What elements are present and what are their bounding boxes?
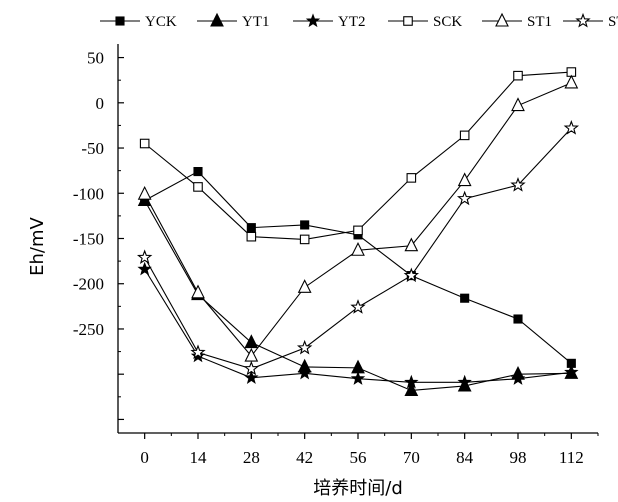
point-sck xyxy=(193,182,203,192)
legend-item-sck: SCK xyxy=(388,14,462,30)
legend-label-sck: SCK xyxy=(433,14,462,30)
legend-marker-sck xyxy=(403,16,413,26)
point-st2 xyxy=(563,120,580,135)
x-tick-label: 42 xyxy=(296,448,313,467)
point-st2 xyxy=(136,249,153,265)
point-st1 xyxy=(351,242,365,256)
point-yt2 xyxy=(137,261,152,276)
legend-label-yck: YCK xyxy=(145,14,177,30)
series-yt2 xyxy=(137,261,579,389)
point-sck xyxy=(513,70,523,81)
point-st2 xyxy=(190,344,206,360)
point-sck xyxy=(139,138,150,149)
point-yt2 xyxy=(404,374,419,389)
legend-marker-yt2 xyxy=(305,13,321,28)
legend-label-st2: ST2 xyxy=(608,14,618,30)
x-tick-label: 0 xyxy=(140,448,149,467)
legend-marker-st1 xyxy=(495,12,509,27)
point-yt2 xyxy=(510,371,526,385)
x-tick-label: 28 xyxy=(243,448,260,467)
point-yt1 xyxy=(244,334,259,349)
point-st1 xyxy=(191,284,205,299)
point-sck xyxy=(246,231,257,242)
series-st2 xyxy=(136,120,580,376)
series-st1 xyxy=(137,74,579,362)
y-tick-label: -200 xyxy=(73,275,104,294)
point-yt1 xyxy=(351,359,365,374)
point-yck xyxy=(513,314,523,324)
legend-marker-yck xyxy=(115,16,125,26)
axes: 50 0 -50 -100 -150 -200 -250 0 14 28 42 56 70 84 98 112 xyxy=(73,44,599,467)
point-yt2 xyxy=(244,370,259,384)
legend-item-st1: ST1 xyxy=(482,12,552,30)
series-sck xyxy=(139,67,577,245)
x-tick-label: 84 xyxy=(456,448,474,467)
legend-marker-st2 xyxy=(575,12,591,28)
series-line-yck xyxy=(144,170,572,364)
point-yt1 xyxy=(404,382,419,397)
point-st2 xyxy=(510,177,526,192)
legend-item-yck: YCK xyxy=(100,14,177,30)
point-st1 xyxy=(404,237,419,252)
point-st2 xyxy=(296,339,313,355)
point-st1 xyxy=(137,185,152,200)
point-st1 xyxy=(297,279,312,293)
x-tick-label: 14 xyxy=(190,448,208,467)
point-st1 xyxy=(457,172,472,187)
legend-label-st1: ST1 xyxy=(527,14,552,30)
point-yck xyxy=(300,220,310,230)
y-tick-label: -50 xyxy=(81,139,104,158)
x-tick-label: 56 xyxy=(350,448,367,467)
legend-item-yt1: YT1 xyxy=(197,12,270,30)
point-yck xyxy=(460,293,470,303)
y-axis-title: Eh/mV xyxy=(27,216,48,275)
point-st1 xyxy=(564,74,579,89)
y-tick-label: 0 xyxy=(96,94,105,113)
x-tick-label: 98 xyxy=(510,448,527,467)
series-yck xyxy=(140,167,576,368)
legend-label-yt2: YT2 xyxy=(338,14,366,30)
point-st2 xyxy=(243,360,260,376)
point-sck xyxy=(406,173,417,183)
series-line-sck xyxy=(144,71,572,240)
y-tick-label: -150 xyxy=(73,230,104,249)
point-st2 xyxy=(456,190,473,206)
point-sck xyxy=(353,225,363,236)
y-tick-label: -250 xyxy=(73,320,104,339)
legend-item-st2: ST2 xyxy=(563,12,618,30)
point-st2 xyxy=(350,299,366,314)
point-st1 xyxy=(511,97,525,112)
x-tick-label: 70 xyxy=(403,448,420,467)
point-yck xyxy=(246,223,256,233)
point-yt2 xyxy=(457,374,472,389)
series-yt1 xyxy=(137,192,579,397)
legend-label-yt1: YT1 xyxy=(242,14,270,30)
point-st2 xyxy=(403,267,420,283)
legend-marker-yt1 xyxy=(210,12,224,27)
point-sck xyxy=(459,130,470,141)
point-yt2 xyxy=(564,364,579,379)
point-yt2 xyxy=(297,365,312,380)
y-tick-label: -100 xyxy=(73,184,104,203)
x-tick-label: 112 xyxy=(559,448,584,467)
point-sck xyxy=(299,234,310,245)
point-yt2 xyxy=(350,371,366,385)
x-axis-title: 培养时间/d xyxy=(313,478,403,499)
series-layer xyxy=(136,67,580,397)
point-yck xyxy=(193,167,203,177)
legend-item-yt2: YT2 xyxy=(293,13,366,30)
y-tick-label: 50 xyxy=(87,49,104,68)
legend: YCK YT1 YT2 SCK ST1 ST2 xyxy=(100,12,618,30)
